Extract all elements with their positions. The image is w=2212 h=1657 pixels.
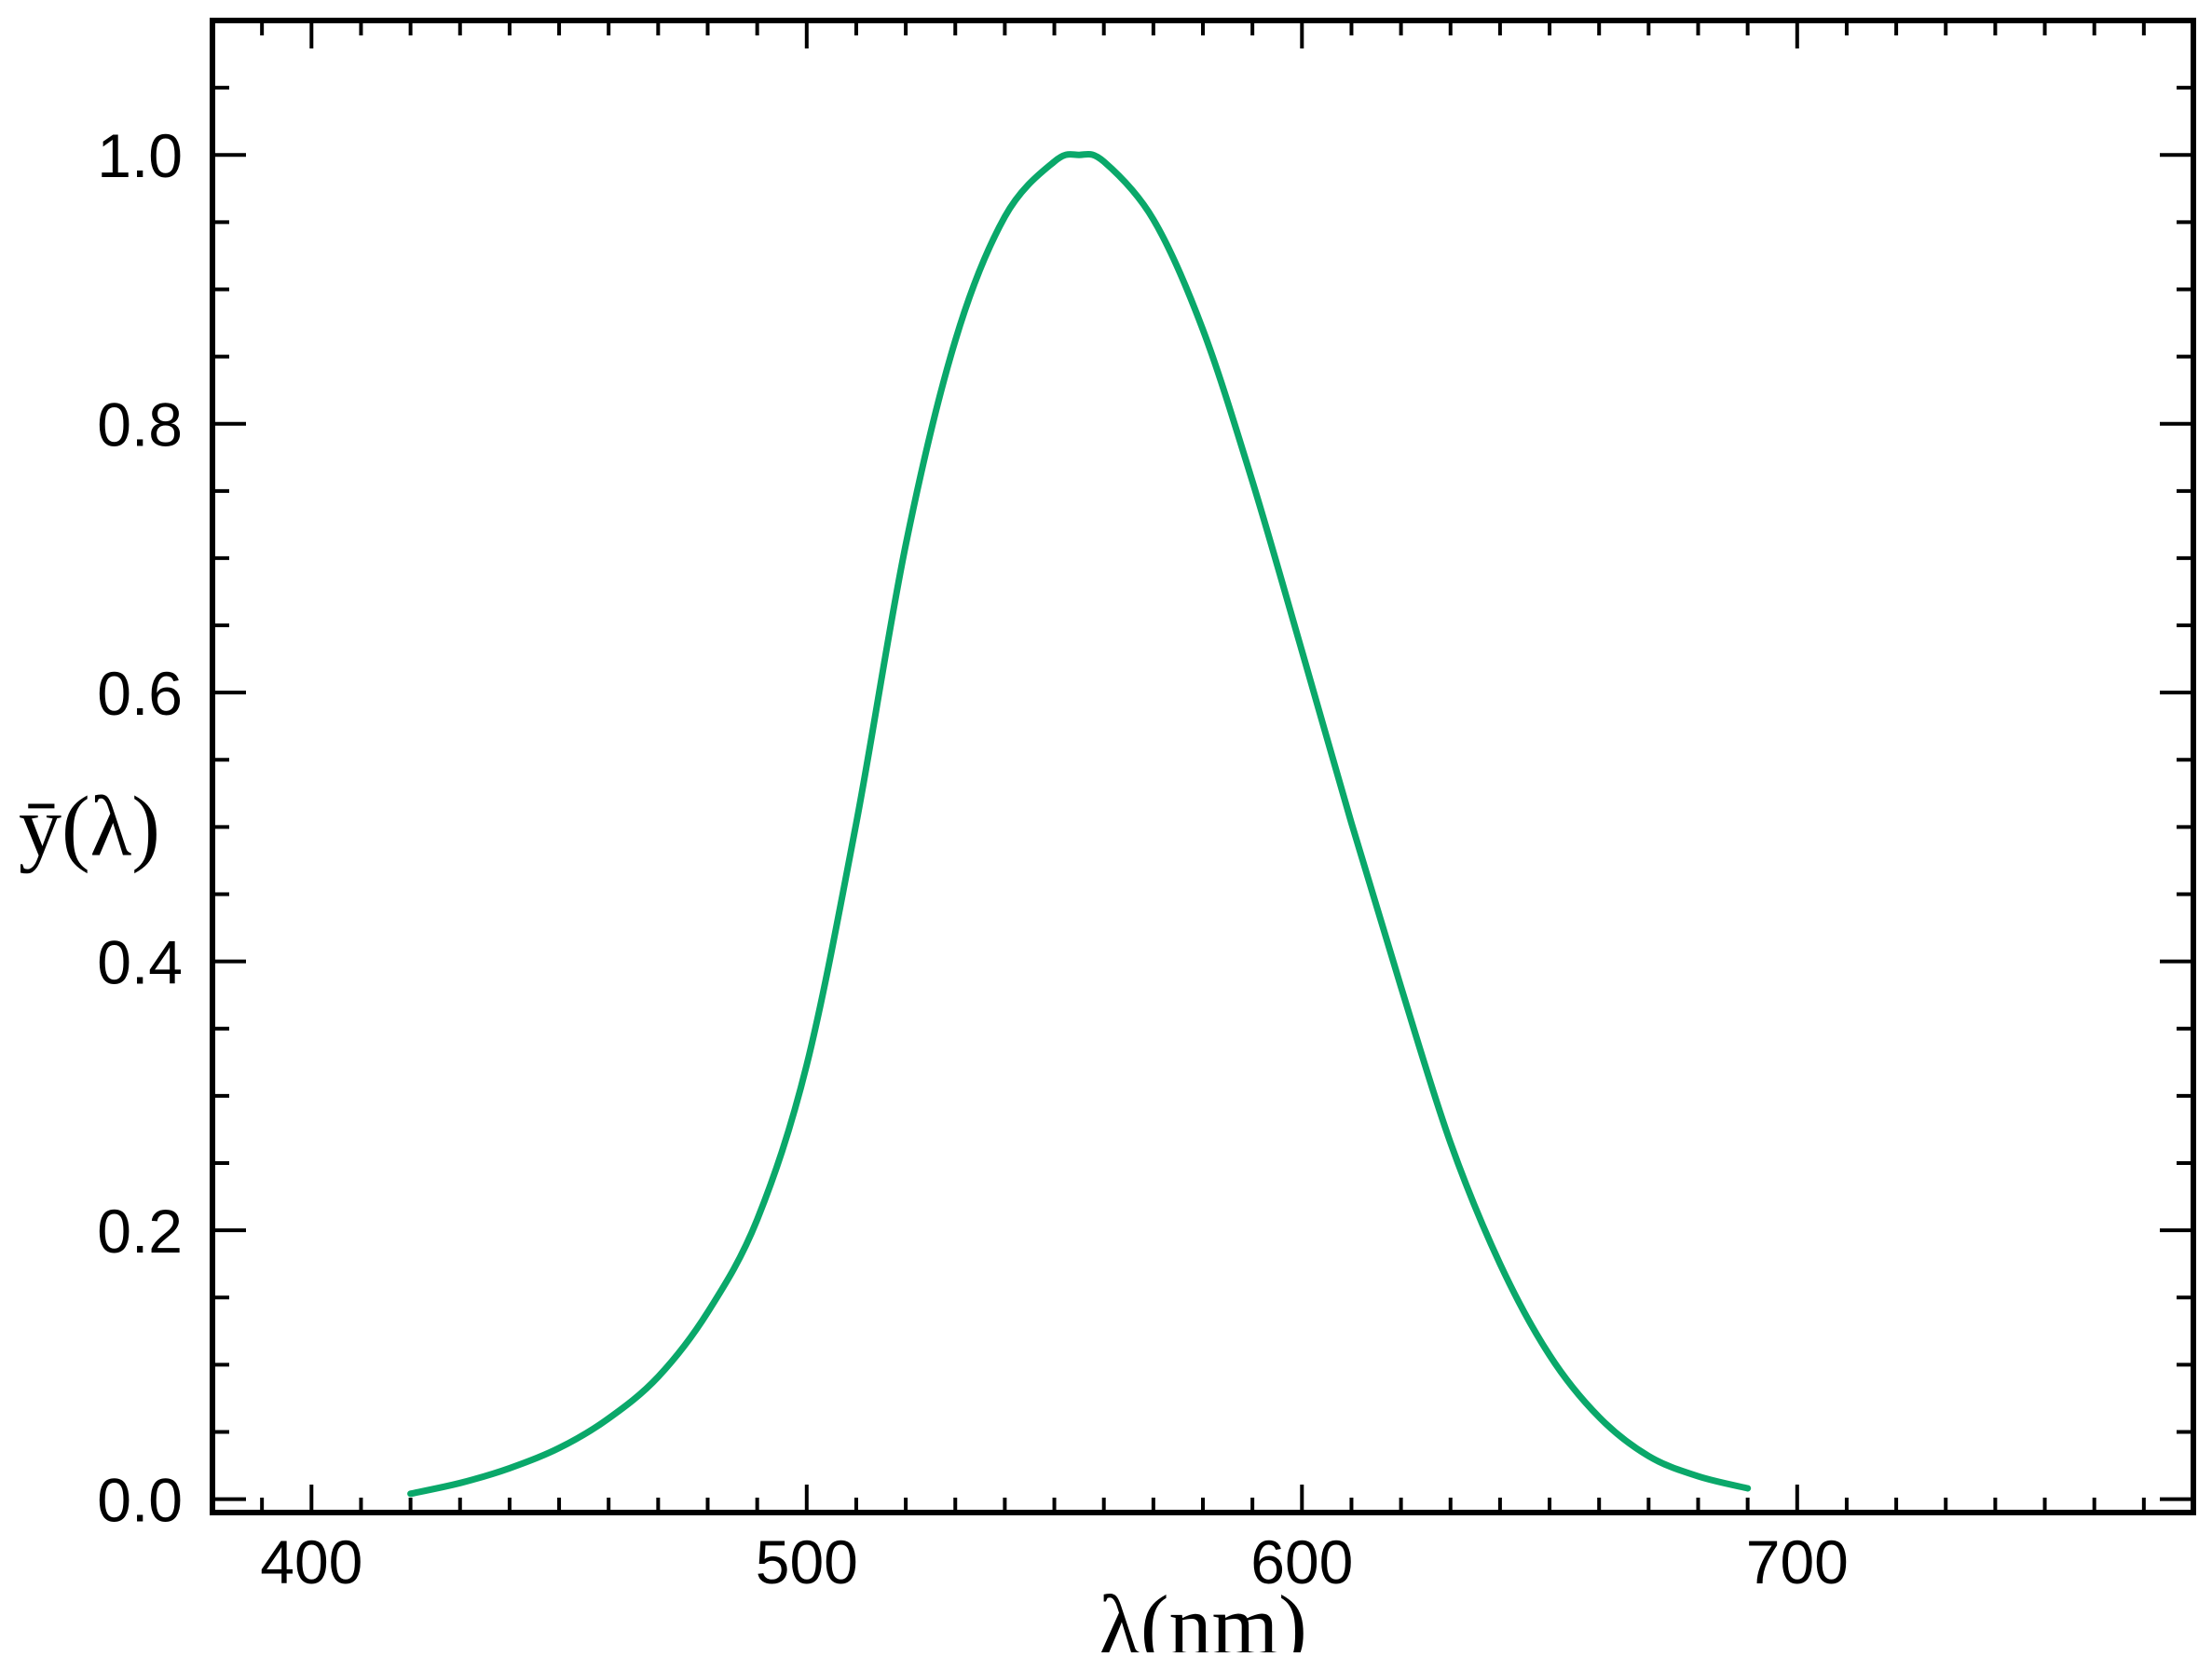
x-axis-label: λ(nm) [1099, 1578, 1306, 1652]
data-point [707, 1311, 708, 1313]
data-point [1103, 160, 1105, 162]
data-point [757, 1219, 758, 1221]
data-point [905, 544, 907, 546]
data-point [410, 1493, 412, 1495]
x-tick-label: 400 [260, 1527, 362, 1596]
data-point [657, 1376, 659, 1377]
data-point [1202, 329, 1204, 331]
data-point [1400, 986, 1402, 988]
series-layer [407, 150, 1752, 1498]
data-point [1251, 481, 1253, 483]
data-point [1647, 1455, 1649, 1457]
data-point [1698, 1475, 1699, 1477]
data-point [459, 1482, 461, 1484]
data-point [1747, 1487, 1749, 1489]
data-point [954, 339, 956, 341]
data-point [1350, 822, 1352, 824]
data-point [1499, 1263, 1501, 1265]
data-point [855, 822, 857, 824]
y-tick-label: 0.8 [97, 390, 183, 459]
y-tick-label: 1.0 [97, 121, 183, 190]
data-point [1153, 218, 1154, 220]
x-tick-label: 600 [1250, 1527, 1353, 1596]
data-point [1078, 154, 1080, 156]
x-tick-label: 700 [1746, 1527, 1849, 1596]
y-tick-label: 0.4 [97, 928, 183, 997]
data-point [1301, 650, 1303, 651]
data-point [806, 1064, 808, 1066]
data-point [558, 1447, 560, 1449]
data-point [608, 1417, 609, 1419]
x-tick-label: 500 [756, 1527, 858, 1596]
y-axis-label: ȳ(λ) [19, 778, 160, 873]
data-point [1054, 160, 1056, 162]
y-tick-label: 0.2 [97, 1197, 183, 1266]
axis-ticks [212, 21, 2193, 1513]
tick-labels: 400 500 600 700 0.0 0.2 0.4 0.6 0.8 1.0 [97, 121, 1849, 1596]
plot-frame [210, 18, 2196, 1515]
y-tick-label: 0.0 [97, 1466, 183, 1535]
series-line [407, 150, 1752, 1498]
data-point [1004, 216, 1005, 218]
y-tick-label: 0.6 [97, 659, 183, 728]
data-point [509, 1467, 511, 1469]
